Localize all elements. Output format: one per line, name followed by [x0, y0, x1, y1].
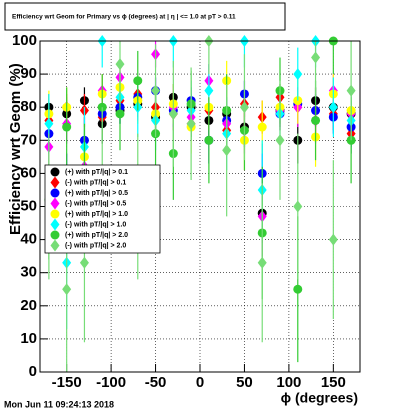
y-tick-label: 100 — [12, 32, 37, 49]
x-tick-label: 100 — [276, 374, 301, 391]
marker — [50, 209, 60, 219]
marker — [275, 134, 285, 147]
y-tick-label: 90 — [20, 65, 37, 82]
legend-label: (+) with pT/|q| > 1.0 — [65, 211, 128, 218]
marker — [311, 51, 321, 64]
x-tick-label: 0 — [196, 374, 204, 391]
x-tick-label: -50 — [145, 374, 167, 391]
title-box — [4, 2, 286, 31]
marker — [328, 233, 338, 246]
legend-label: (+) with pT/|q| > 2.0 — [65, 232, 128, 239]
marker — [50, 167, 60, 177]
marker — [62, 122, 72, 132]
x-tick-label: -150 — [52, 374, 82, 391]
marker — [204, 135, 214, 145]
legend-label: (+) with pT/|q| > 0.1 — [65, 169, 128, 176]
marker — [257, 122, 267, 132]
y-tick-label: 0 — [29, 363, 37, 380]
marker — [133, 76, 143, 86]
marker — [50, 239, 60, 252]
y-tick-label: 60 — [20, 164, 37, 181]
marker — [293, 200, 303, 213]
y-tick-label: 50 — [20, 197, 37, 214]
marker — [115, 109, 125, 119]
y-axis-label: Efficiency wrt Geom (%) — [7, 63, 24, 235]
chart-title: Efficiency wrt Geom for Primary vs ϕ (de… — [12, 14, 236, 21]
x-axis-label: ϕ (degrees) — [281, 390, 358, 406]
y-tick-label: 30 — [20, 264, 37, 281]
marker — [50, 218, 60, 231]
x-tick-label: -100 — [96, 374, 126, 391]
marker — [50, 176, 60, 189]
y-tick-label: 20 — [20, 297, 37, 314]
plot-frame — [39, 40, 361, 373]
marker — [151, 84, 161, 97]
x-tick-label: 150 — [321, 374, 346, 391]
marker — [168, 107, 178, 120]
y-tick-label: 40 — [20, 231, 37, 248]
y-tick-label: 10 — [20, 330, 37, 347]
marker — [115, 58, 125, 71]
marker — [50, 197, 60, 210]
y-tick-label: 80 — [20, 98, 37, 115]
legend-label: (+) with pT/|q| > 0.5 — [65, 190, 128, 197]
marker — [293, 68, 303, 81]
marker — [50, 230, 60, 240]
marker — [293, 284, 303, 294]
marker — [186, 117, 196, 130]
marker — [311, 115, 321, 125]
legend-label: (-) with pT/|q| > 0.5 — [65, 200, 126, 207]
y-tick-label: 70 — [20, 131, 37, 148]
marker — [257, 256, 267, 269]
legend-label: (-) with pT/|q| > 0.1 — [65, 179, 126, 186]
marker — [62, 283, 72, 296]
x-tick-label: 50 — [236, 374, 253, 391]
marker — [346, 84, 356, 97]
marker — [222, 144, 232, 157]
marker — [50, 188, 60, 198]
legend-box — [44, 164, 161, 254]
marker — [44, 117, 54, 130]
legend-label: (-) with pT/|q| > 2.0 — [65, 242, 126, 249]
marker — [204, 84, 214, 97]
footer: Mon Jun 11 09:24:13 2018 — [4, 399, 114, 409]
legend-label: (-) with pT/|q| > 1.0 — [65, 221, 126, 228]
marker — [239, 101, 249, 114]
marker — [328, 101, 338, 114]
marker — [79, 256, 89, 269]
